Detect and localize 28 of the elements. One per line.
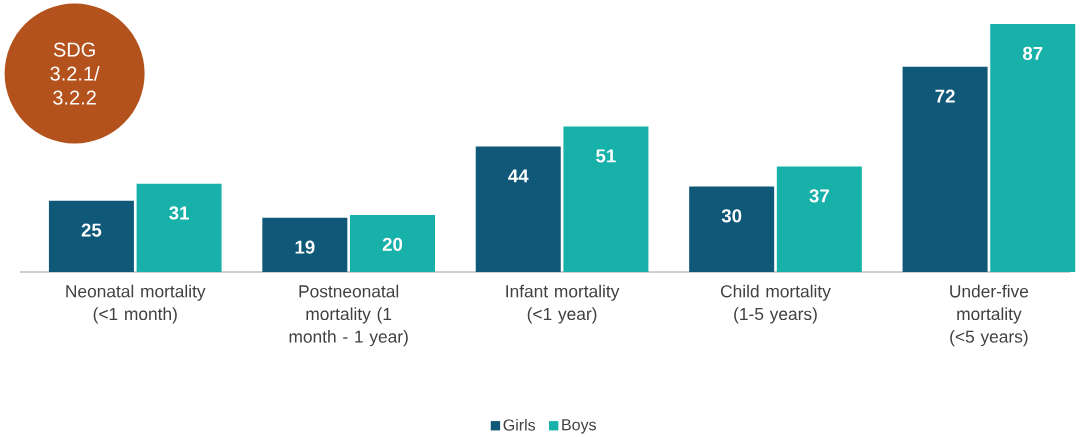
bar — [563, 126, 649, 272]
x-tick-label: Child mortality (1-5 years) — [720, 284, 831, 324]
legend-label: Girls — [503, 418, 536, 431]
data-label: 44 — [508, 169, 529, 183]
data-label: 30 — [721, 209, 742, 223]
legend-label: Boys — [562, 419, 596, 434]
data-label: 72 — [935, 89, 955, 103]
annotation: SDG 3.2.1/ 3.2.2 — [50, 42, 100, 105]
data-label: 25 — [81, 223, 102, 237]
data-label: 51 — [596, 149, 616, 163]
bar — [349, 214, 435, 272]
x-tick-label: Under-five mortality (<5 years) — [950, 284, 1029, 347]
bar — [689, 186, 775, 272]
bar — [776, 166, 862, 272]
bar — [48, 200, 134, 272]
bar — [136, 183, 222, 272]
data-label: 87 — [1022, 46, 1043, 60]
data-label: 31 — [169, 206, 189, 220]
bar — [990, 24, 1076, 272]
data-label: 20 — [382, 237, 403, 251]
x-tick-label: Neonatal mortality (<1 month) — [66, 284, 206, 324]
data-label: 19 — [295, 240, 315, 254]
x-tick-label: Postneonatal mortality (1 month - 1 year) — [289, 284, 408, 347]
data-label: 37 — [809, 189, 829, 203]
bar — [475, 146, 561, 272]
x-tick-label: Infant mortality (<1 year) — [506, 284, 620, 324]
bar — [902, 66, 988, 272]
bar — [262, 217, 348, 272]
